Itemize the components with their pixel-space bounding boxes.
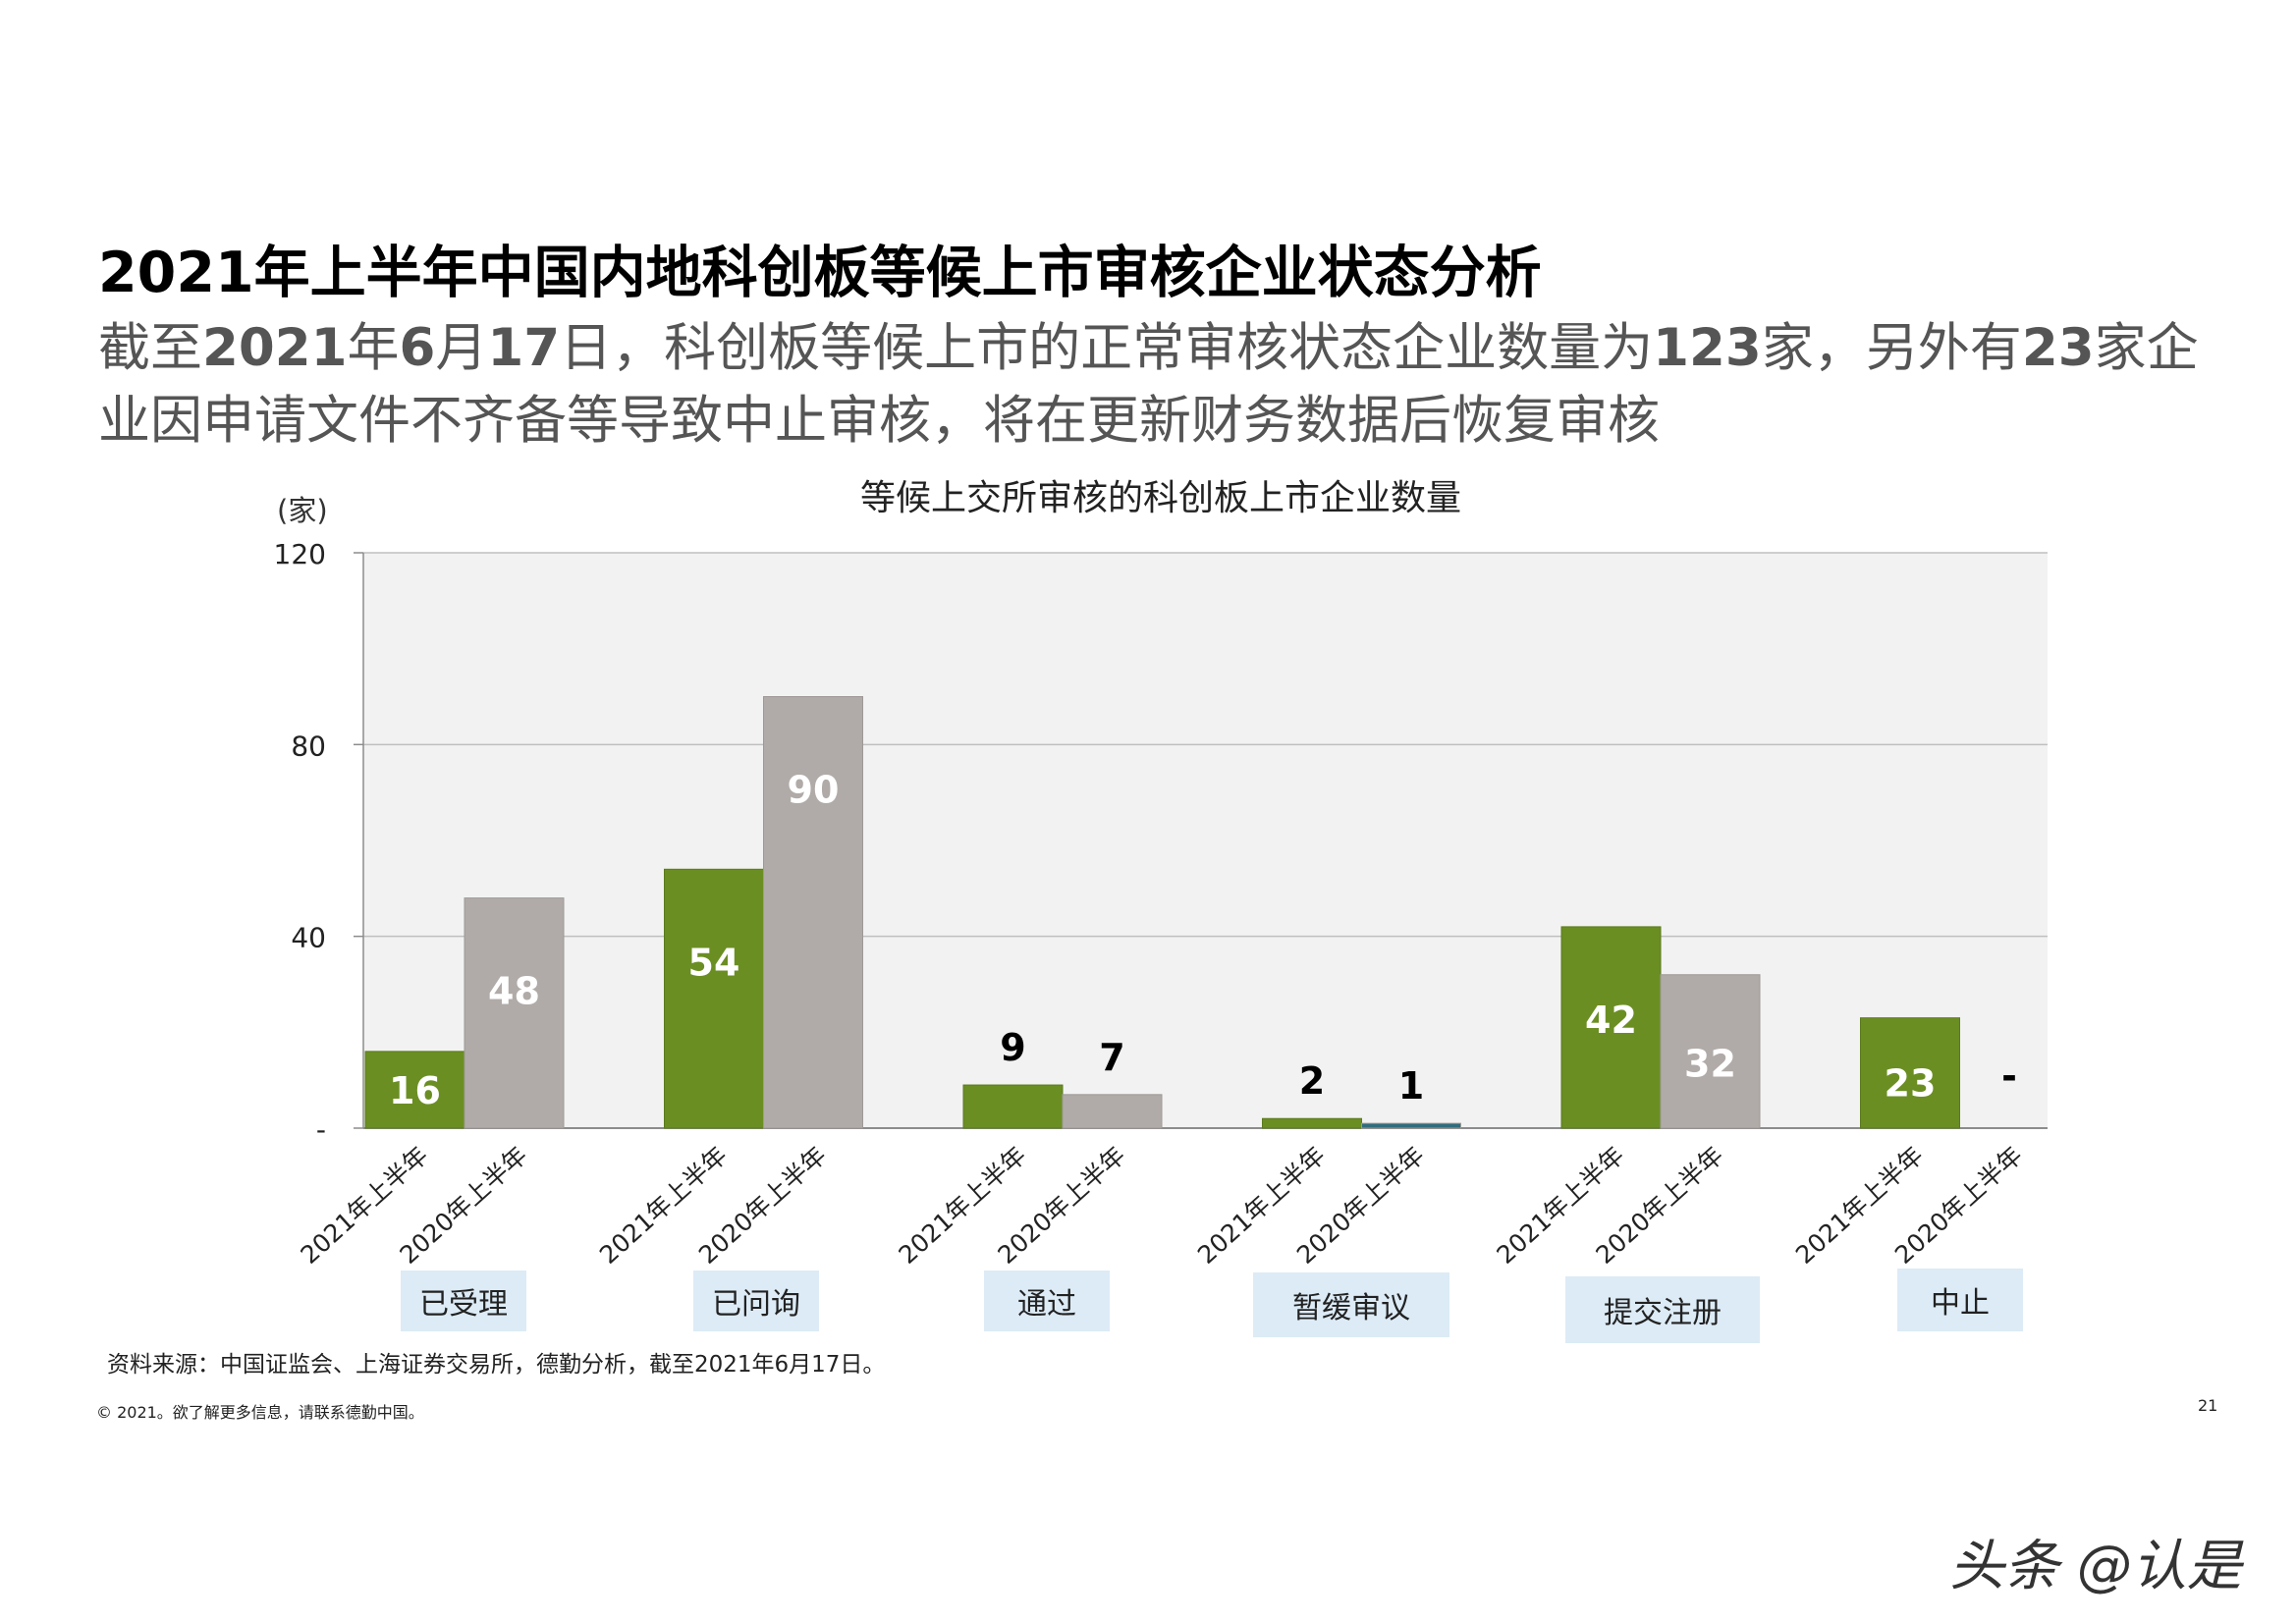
y-tick-label: - (316, 1113, 326, 1146)
data-label: - (2001, 1054, 2017, 1098)
bar (1560, 926, 1662, 1129)
bar (364, 1051, 465, 1129)
y-tick-label: 80 (291, 730, 326, 762)
data-label: 9 (1000, 1026, 1025, 1069)
subtitle-part: 6 (399, 318, 436, 378)
data-label: 48 (488, 970, 540, 1013)
category-label: 中止 (1897, 1269, 2023, 1331)
subtitle-part: 2021 (202, 318, 348, 378)
source-note: 资料来源：中国证监会、上海证券交易所，德勤分析，截至2021年6月17日。 (107, 1352, 886, 1378)
data-label: 90 (788, 769, 840, 812)
subtitle-part: 截至 (98, 318, 202, 378)
bar (1361, 1122, 1461, 1129)
chart-title: 等候上交所审核的科创板上市企业数量 (860, 478, 1462, 518)
data-label: 42 (1585, 999, 1637, 1042)
subtitle-part: 家企业因申请文件不齐备等导致中止审核，将在更新财务数据后恢复审核 (98, 318, 2199, 451)
page-title: 2021年上半年中国内地科创板等候上市审核企业状态分析 (98, 241, 1542, 305)
subtitle-part: 月 (435, 318, 488, 378)
category-label: 提交注册 (1565, 1276, 1760, 1343)
data-label: 23 (1885, 1061, 1937, 1105)
copyright-note: © 2021。欲了解更多信息，请联系德勤中国。 (96, 1403, 424, 1422)
subtitle-part: 年 (347, 318, 400, 378)
subtitle-part: 123 (1653, 318, 1762, 378)
category-label: 通过 (984, 1271, 1110, 1331)
subtitle-part: 家，另外有 (1761, 318, 2022, 378)
watermark: 头条 @认是 (1949, 1535, 2242, 1598)
data-label: 32 (1684, 1043, 1736, 1086)
bar-chart: -4080120162021年上半年482020年上半年542021年上半年90… (274, 538, 2048, 1270)
bar (1860, 1017, 1960, 1129)
page-subtitle: 截至2021年6月17日，科创板等候上市的正常审核状态企业数量为123家，另外有… (98, 312, 2239, 458)
subtitle-part: 17 (487, 318, 561, 378)
subtitle-part: 23 (2021, 318, 2095, 378)
bar (763, 696, 863, 1129)
data-label: 2 (1299, 1059, 1325, 1103)
y-axis-unit: (家) (277, 494, 328, 527)
category-label: 已受理 (401, 1271, 526, 1331)
bar (1062, 1094, 1163, 1129)
data-label: 1 (1398, 1064, 1424, 1108)
data-label: 7 (1099, 1036, 1124, 1079)
data-label: 16 (389, 1069, 441, 1112)
plot-area (363, 553, 2048, 1128)
category-label: 暂缓审议 (1253, 1272, 1449, 1337)
data-label: 54 (688, 941, 740, 984)
category-label: 已问询 (693, 1271, 819, 1331)
y-tick-label: 120 (274, 538, 326, 570)
subtitle-part: 日，科创板等候上市的正常审核状态企业数量为 (560, 318, 1654, 378)
y-tick-label: 40 (291, 922, 326, 954)
bar (1660, 974, 1761, 1129)
bar (464, 897, 565, 1129)
page-number: 21 (2198, 1396, 2218, 1415)
bar (664, 868, 764, 1129)
bar (962, 1084, 1064, 1129)
bar (1262, 1117, 1362, 1129)
